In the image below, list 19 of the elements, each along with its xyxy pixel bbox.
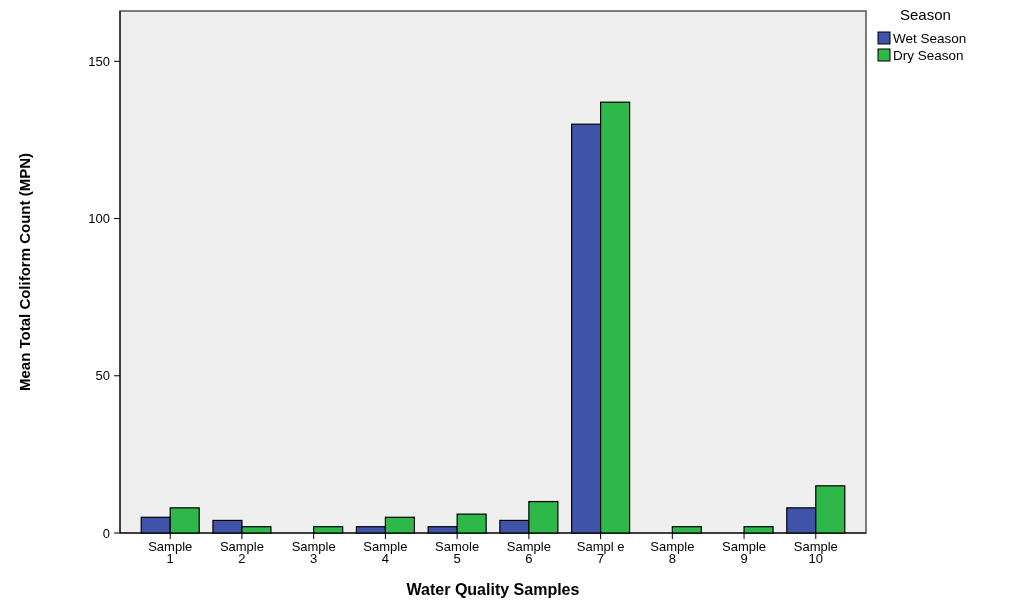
x-tick-label: Sample 1	[148, 539, 193, 567]
x-tick-label: Sampl e 7	[576, 539, 625, 567]
y-tick-label: 0	[102, 525, 110, 541]
y-tick-label: 50	[95, 368, 110, 384]
x-tick-label: Sample 8	[650, 539, 695, 567]
y-tick-label: 100	[88, 211, 110, 227]
x-tick-label: Sample 3	[291, 539, 336, 567]
y-axis-title: Mean Total Coliform Count (MPN)	[16, 152, 33, 392]
legend-label: Wet Season	[893, 31, 967, 46]
x-tick-label: Sample 2	[219, 539, 264, 567]
x-tick-label: Sample 6	[506, 539, 551, 567]
legend-label: Dry Season	[893, 48, 964, 63]
y-tick-label: 150	[88, 53, 110, 69]
x-tick-label: Sample 9	[722, 539, 767, 567]
x-tick-label: Sample 4	[363, 539, 408, 567]
x-tick-label: Samole 5	[435, 539, 480, 567]
x-axis-title: Water Quality Samples	[406, 581, 580, 598]
x-tick-label: Sample 10	[793, 539, 838, 567]
legend-title: Season	[900, 6, 951, 23]
